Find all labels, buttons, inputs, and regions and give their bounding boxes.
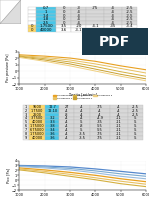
Polygon shape [0,0,21,24]
FancyBboxPatch shape [82,28,148,55]
Text: PDF: PDF [99,35,130,49]
Legend: dp presiune 1, dp presiune 2, dp presiune 3, dp presiune 4, dp presiune 5: dp presiune 1, dp presiune 2, dp presiun… [52,94,113,100]
Y-axis label: Picc presiune [Pa]: Picc presiune [Pa] [6,54,10,82]
Polygon shape [0,0,21,24]
Y-axis label: Picc [Pa]: Picc [Pa] [6,168,10,183]
X-axis label: Turatia [rot/min]: Turatia [rot/min] [68,92,97,96]
